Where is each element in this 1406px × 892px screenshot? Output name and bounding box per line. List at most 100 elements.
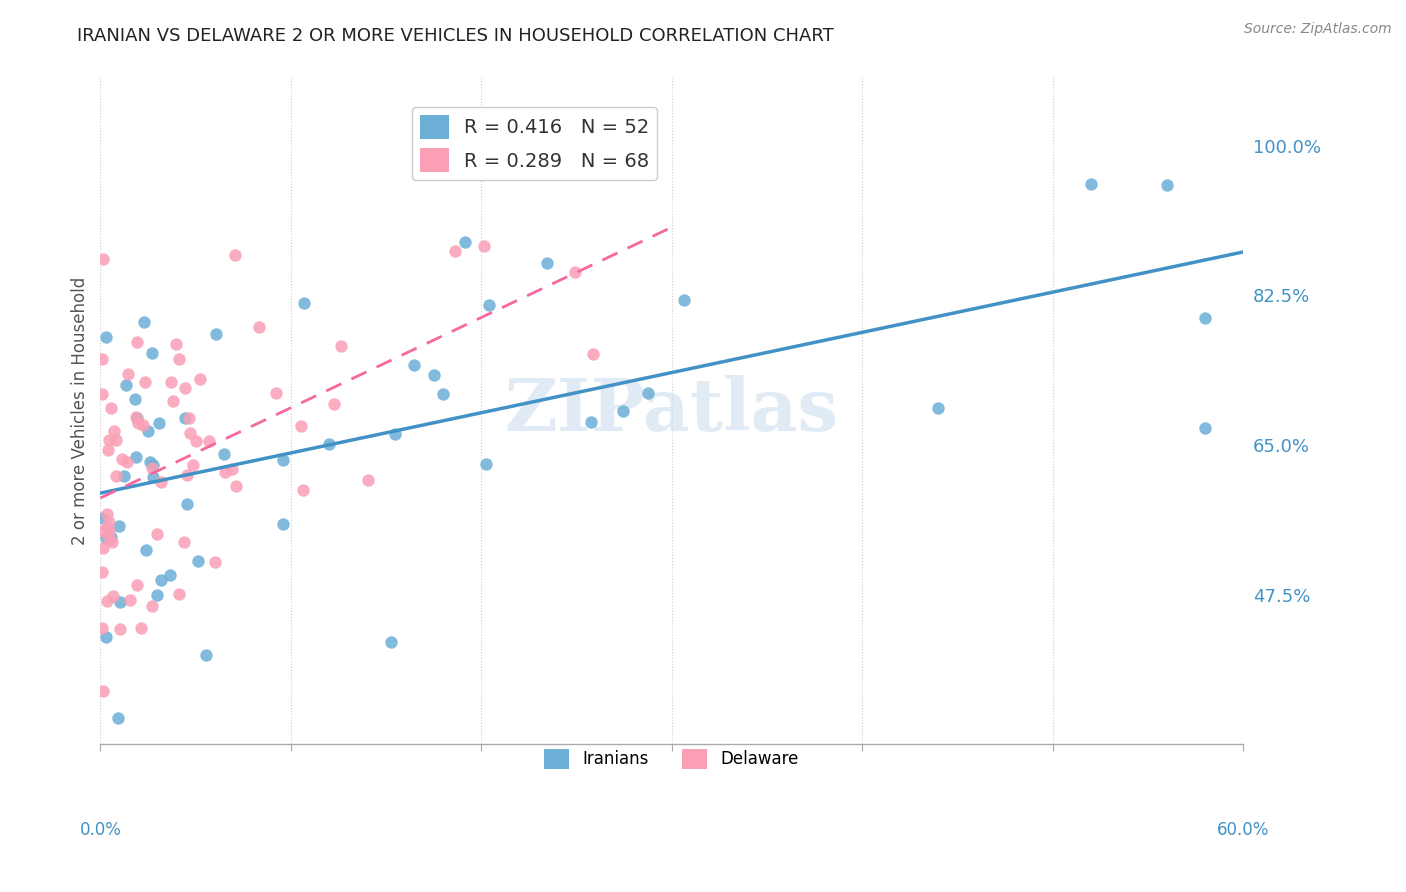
- Point: [1194, 311, 1216, 326]
- Point: [96, 507, 118, 521]
- Y-axis label: 2 or more Vehicles in Household: 2 or more Vehicles in Household: [72, 277, 89, 545]
- Point: [195, 648, 218, 663]
- Point: [115, 378, 138, 392]
- Point: [98, 515, 121, 529]
- Point: [423, 368, 446, 382]
- Point: [134, 375, 156, 389]
- Point: [1156, 178, 1178, 192]
- Point: [404, 358, 426, 372]
- Point: [478, 298, 501, 312]
- Point: [125, 450, 148, 465]
- Point: [179, 411, 201, 425]
- Point: [380, 635, 402, 649]
- Point: [167, 587, 190, 601]
- Point: [204, 555, 226, 569]
- Point: [110, 595, 132, 609]
- Point: [173, 535, 195, 549]
- Text: 60.0%: 60.0%: [1216, 821, 1270, 839]
- Point: [290, 419, 312, 434]
- Point: [148, 416, 170, 430]
- Point: [91, 252, 114, 267]
- Point: [118, 592, 141, 607]
- Text: 0.0%: 0.0%: [79, 821, 121, 839]
- Point: [142, 470, 165, 484]
- Point: [273, 452, 295, 467]
- Point: [104, 469, 127, 483]
- Point: [927, 401, 949, 415]
- Point: [176, 497, 198, 511]
- Point: [322, 396, 344, 410]
- Point: [100, 401, 122, 415]
- Point: [134, 315, 156, 329]
- Point: [582, 347, 605, 361]
- Point: [125, 578, 148, 592]
- Point: [127, 334, 149, 349]
- Point: [264, 386, 287, 401]
- Point: [454, 235, 477, 250]
- Point: [188, 372, 211, 386]
- Point: [111, 452, 134, 467]
- Point: [108, 622, 131, 636]
- Point: [91, 566, 114, 580]
- Point: [94, 330, 117, 344]
- Point: [91, 352, 114, 367]
- Point: [149, 573, 172, 587]
- Point: [167, 351, 190, 366]
- Point: [98, 433, 121, 447]
- Point: [224, 248, 246, 262]
- Point: [1080, 177, 1102, 191]
- Point: [125, 409, 148, 424]
- Point: [612, 404, 634, 418]
- Point: [127, 417, 149, 431]
- Point: [214, 465, 236, 479]
- Point: [181, 458, 204, 472]
- Point: [91, 621, 114, 635]
- Point: [637, 386, 659, 401]
- Point: [112, 469, 135, 483]
- Point: [146, 588, 169, 602]
- Point: [142, 458, 165, 472]
- Point: [105, 433, 128, 447]
- Text: Source: ZipAtlas.com: Source: ZipAtlas.com: [1244, 22, 1392, 37]
- Point: [96, 593, 118, 607]
- Point: [384, 426, 406, 441]
- Point: [94, 630, 117, 644]
- Point: [318, 436, 340, 450]
- Point: [249, 319, 271, 334]
- Point: [444, 244, 467, 259]
- Point: [474, 457, 496, 471]
- Point: [107, 518, 129, 533]
- Point: [103, 424, 125, 438]
- Text: IRANIAN VS DELAWARE 2 OR MORE VEHICLES IN HOUSEHOLD CORRELATION CHART: IRANIAN VS DELAWARE 2 OR MORE VEHICLES I…: [77, 27, 834, 45]
- Point: [97, 533, 120, 547]
- Point: [91, 387, 114, 401]
- Point: [292, 483, 315, 497]
- Point: [125, 411, 148, 425]
- Point: [198, 434, 221, 449]
- Point: [107, 711, 129, 725]
- Point: [101, 535, 124, 549]
- Point: [204, 326, 226, 341]
- Point: [536, 256, 558, 270]
- Point: [138, 424, 160, 438]
- Point: [176, 468, 198, 483]
- Point: [98, 524, 121, 539]
- Point: [117, 367, 139, 381]
- Point: [139, 455, 162, 469]
- Point: [132, 417, 155, 432]
- Text: ZIPatlas: ZIPatlas: [505, 376, 839, 446]
- Point: [579, 415, 602, 429]
- Point: [93, 541, 115, 556]
- Point: [146, 527, 169, 541]
- Point: [356, 473, 378, 487]
- Point: [214, 446, 236, 460]
- Point: [432, 387, 454, 401]
- Point: [100, 530, 122, 544]
- Point: [97, 442, 120, 457]
- Point: [91, 684, 114, 698]
- Point: [225, 479, 247, 493]
- Point: [129, 621, 152, 635]
- Point: [174, 381, 197, 395]
- Point: [159, 568, 181, 582]
- Point: [91, 510, 114, 524]
